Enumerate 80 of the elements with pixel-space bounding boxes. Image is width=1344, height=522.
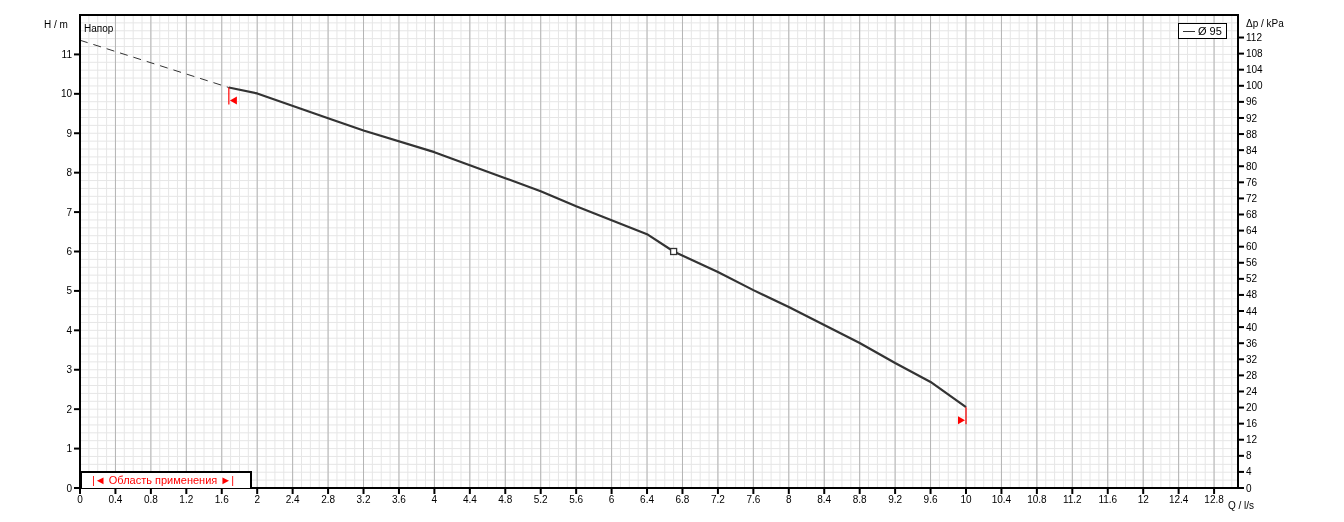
y2-tick-label: 100 (1246, 80, 1264, 92)
y2-tick-label: 92 (1246, 112, 1258, 124)
y2-tick-label: 68 (1246, 209, 1258, 221)
x-tick-label: 0.8 (143, 494, 159, 506)
y-tick-label: 2 (66, 403, 73, 415)
x-tick-label: 3.6 (392, 494, 407, 506)
x-tick-label: 0 (77, 494, 84, 506)
y2-tick-label: 56 (1246, 257, 1258, 269)
x-tick-label: 2 (254, 494, 261, 506)
y2-tick-label: 28 (1246, 369, 1258, 381)
y2-tick-label: 72 (1246, 192, 1258, 204)
y2-tick-label: 12 (1246, 434, 1258, 446)
y2-tick-label: 80 (1246, 160, 1258, 172)
x-tick-label: 11.2 (1062, 494, 1083, 506)
y-tick-label: 6 (66, 246, 73, 258)
y2-tick-label: 48 (1246, 289, 1258, 301)
y-tick-label: 11 (61, 48, 73, 60)
y-tick-label: 0 (66, 482, 73, 494)
y2-tick-label: 0 (1246, 482, 1252, 494)
x-tick-label: 4.4 (462, 494, 478, 506)
y2-axis-title: Δp / kPa (1246, 18, 1284, 29)
x-tick-label: 10.8 (1027, 494, 1048, 506)
x-tick-label: 11.6 (1098, 494, 1118, 506)
y2-tick-label: 40 (1246, 321, 1258, 333)
x-tick-label: 6 (608, 494, 615, 506)
y-tick-label: 4 (66, 324, 73, 336)
x-axis-title: Q / l/s (1228, 500, 1255, 511)
y-tick-label: 3 (66, 364, 73, 376)
y2-tick-label: 84 (1246, 144, 1258, 156)
x-tick-label: 12 (1137, 494, 1150, 506)
y2-tick-label: 88 (1246, 128, 1258, 140)
y2-tick-label: 36 (1246, 337, 1258, 349)
y-tick-label: 7 (66, 206, 73, 218)
y2-tick-label: 96 (1246, 96, 1258, 108)
x-tick-label: 4 (431, 494, 438, 506)
y2-tick-label: 104 (1246, 64, 1264, 76)
x-tick-label: 7.6 (746, 494, 761, 506)
x-tick-label: 6.8 (675, 494, 690, 506)
y2-tick-label: 16 (1246, 418, 1258, 430)
y-tick-label: 1 (66, 443, 73, 455)
y-tick-label: 9 (66, 127, 73, 139)
x-tick-label: 10 (960, 494, 972, 506)
x-tick-label: 9.2 (888, 494, 903, 506)
x-tick-label: 2.8 (321, 494, 336, 506)
y2-tick-label: 20 (1246, 402, 1258, 414)
legend-label: Ø 95 (1198, 25, 1222, 37)
y2-tick-label: 64 (1246, 225, 1258, 237)
x-tick-label: 4.8 (498, 494, 513, 506)
y-tick-label: 8 (66, 167, 73, 179)
x-tick-label: 5.6 (569, 494, 584, 506)
y2-tick-label: 8 (1246, 450, 1252, 462)
y2-tick-label: 60 (1246, 241, 1258, 253)
x-tick-label: 1.6 (214, 494, 230, 506)
x-tick-label: 8.4 (817, 494, 832, 506)
annotation: Напор (84, 23, 114, 34)
x-tick-label: 12.8 (1204, 494, 1225, 506)
y2-tick-label: 44 (1246, 305, 1258, 317)
x-tick-label: 3.2 (356, 494, 371, 506)
y-tick-label: 10 (60, 88, 73, 100)
x-tick-label: 6.4 (640, 494, 655, 506)
x-tick-label: 9.6 (923, 494, 938, 506)
y2-tick-label: 108 (1246, 48, 1264, 60)
note-box: |◄ Область применения ►| (80, 471, 253, 488)
y2-tick-label: 4 (1246, 466, 1252, 478)
x-tick-label: 1.2 (179, 494, 194, 506)
x-tick-label: 0.4 (108, 494, 123, 506)
x-tick-label: 2.4 (285, 494, 301, 506)
y2-tick-label: 76 (1246, 176, 1258, 188)
y2-tick-label: 32 (1246, 353, 1258, 365)
y2-tick-label: 52 (1246, 273, 1258, 285)
x-tick-label: 12.4 (1168, 494, 1189, 506)
x-tick-label: 5.2 (533, 494, 549, 506)
x-tick-label: 10.4 (991, 494, 1012, 506)
y2-tick-label: 24 (1246, 386, 1258, 398)
y2-tick-label: 112 (1246, 32, 1263, 44)
x-tick-label: 8.8 (852, 494, 868, 506)
y-tick-label: 5 (66, 285, 73, 297)
x-tick-label: 8 (786, 494, 793, 506)
y-axis-title: H / m (44, 19, 68, 30)
x-tick-label: 7.2 (710, 494, 726, 506)
